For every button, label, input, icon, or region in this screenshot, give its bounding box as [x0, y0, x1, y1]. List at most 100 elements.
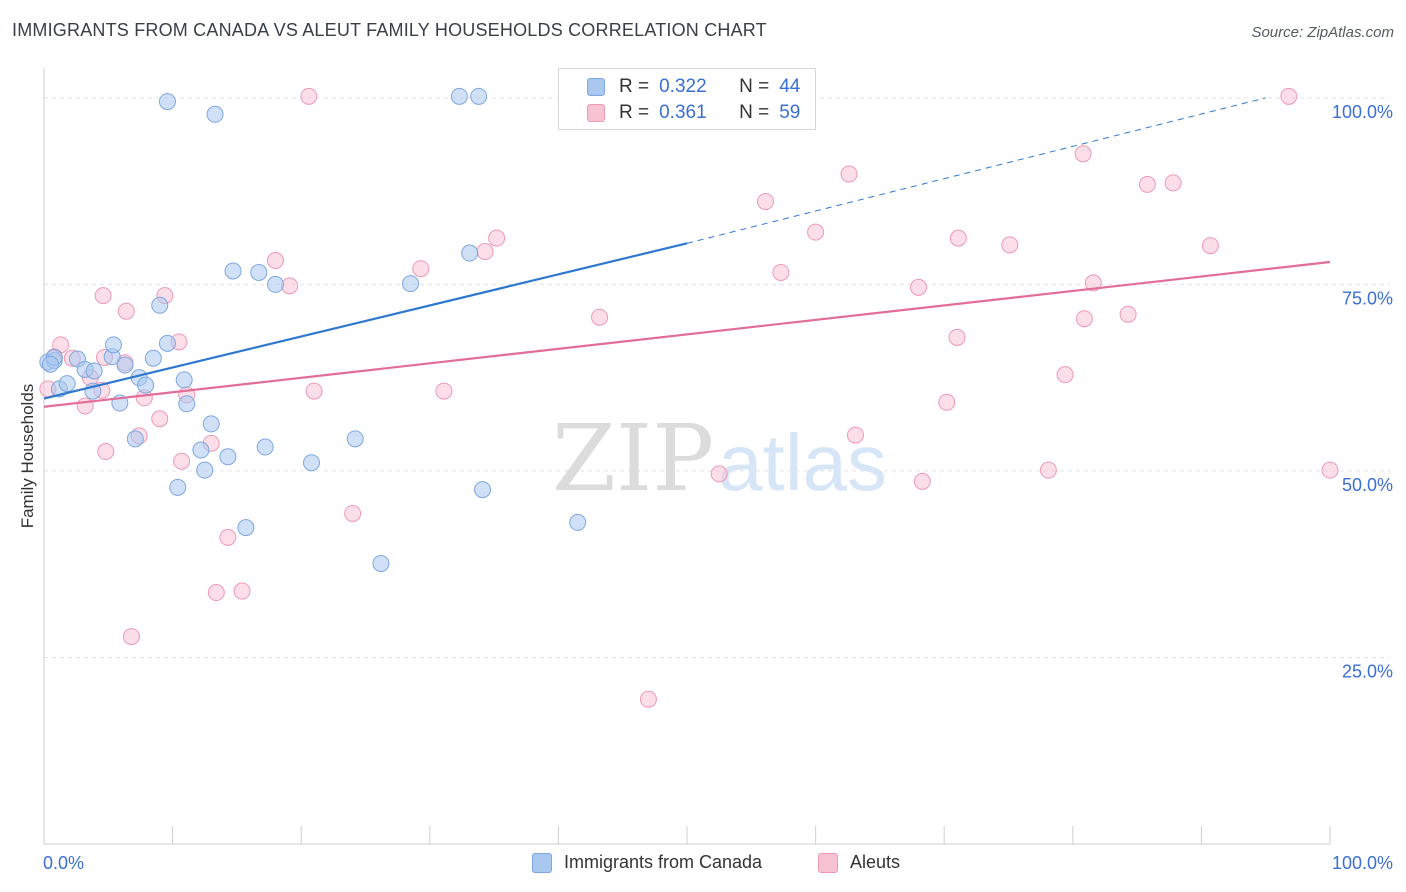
bottom-legend-canada: Immigrants from Canada	[532, 852, 762, 873]
canada-point	[256, 438, 274, 456]
aleuts-point	[1321, 461, 1339, 479]
aleuts-point	[97, 443, 115, 461]
aleuts-point	[772, 263, 790, 281]
legend-n-value-aleuts: 59	[779, 102, 801, 123]
aleuts-point	[846, 426, 864, 444]
canada-point	[224, 262, 242, 280]
legend-row-canada: R = 0.322 N = 44	[587, 75, 800, 99]
legend-n-value-canada: 44	[779, 76, 801, 97]
aleuts-point	[281, 277, 299, 295]
canada-point	[450, 87, 468, 105]
aleuts-point	[122, 628, 140, 646]
watermark-zip: ZIP	[552, 405, 714, 512]
canada-point	[346, 430, 364, 448]
aleuts-point	[266, 252, 284, 270]
canada-points	[39, 87, 661, 572]
aleuts-point	[219, 528, 237, 546]
legend-r-label: R =	[619, 76, 650, 97]
aleuts-point	[1074, 145, 1092, 163]
y-axis-label: Family Households	[18, 383, 37, 529]
aleuts-point	[756, 193, 774, 211]
aleuts-point	[1001, 236, 1019, 254]
correlation-legend: R = 0.322 N = 44 R = 0.361 N = 59	[558, 68, 816, 130]
aleuts-points	[39, 87, 1339, 708]
canada-point	[470, 87, 488, 105]
aleuts-point	[1075, 310, 1093, 328]
aleuts-point	[173, 452, 191, 470]
aleuts-point	[435, 382, 453, 400]
aleuts-point	[1280, 87, 1298, 105]
aleuts-point	[1039, 461, 1057, 479]
x-tick-label-end: 100.0%	[1332, 853, 1393, 873]
aleuts-point	[710, 465, 728, 483]
aleuts-point	[938, 393, 956, 411]
bottom-legend-label-canada: Immigrants from Canada	[564, 852, 763, 872]
aleuts-point	[151, 410, 169, 428]
legend-row-aleuts: R = 0.361 N = 59	[587, 101, 800, 125]
canada-point	[41, 355, 59, 373]
bottom-legend-swatch-canada	[532, 852, 552, 873]
aleuts-trend-line	[43, 260, 1331, 408]
bottom-legend-label-aleuts: Aleuts	[850, 852, 901, 872]
canada-point	[237, 519, 255, 537]
canada-point	[461, 244, 479, 262]
canada-point	[178, 395, 196, 413]
aleuts-point	[909, 278, 927, 296]
canada-point	[175, 371, 193, 389]
bottom-legend-aleuts: Aleuts	[818, 852, 900, 873]
canada-point	[206, 105, 224, 123]
canada-point	[116, 356, 134, 374]
aleuts-point	[840, 165, 858, 183]
legend-swatch-canada	[587, 78, 605, 96]
canada-point	[104, 336, 122, 354]
canada-point	[58, 375, 76, 393]
canada-point	[158, 93, 176, 111]
aleuts-point	[949, 229, 967, 247]
legend-n-label: N =	[739, 102, 770, 123]
y-tick-label: 75.0%	[1342, 288, 1393, 308]
canada-point	[202, 415, 220, 433]
canada-point	[474, 481, 492, 499]
aleuts-point	[476, 243, 494, 261]
canada-point	[192, 441, 210, 459]
canada-point	[85, 362, 103, 380]
aleuts-point	[207, 584, 225, 602]
aleuts-point	[488, 229, 506, 247]
aleuts-point	[300, 87, 318, 105]
tick-labels: 25.0% 50.0% 75.0% 100.0% 0.0% 100.0%	[43, 102, 1393, 873]
canada-point	[144, 349, 162, 367]
legend-r-label: R =	[619, 102, 650, 123]
canada-point	[372, 554, 390, 572]
y-tick-label: 50.0%	[1342, 475, 1393, 495]
gridlines	[44, 97, 1390, 658]
trend-lines	[43, 97, 1331, 408]
aleuts-point	[117, 302, 135, 320]
aleuts-point	[913, 472, 931, 490]
canada-point	[158, 334, 176, 352]
canada-point	[266, 275, 284, 293]
canada-point	[219, 448, 237, 466]
canada-point	[302, 454, 320, 472]
aleuts-point	[948, 328, 966, 346]
aleuts-point	[1164, 174, 1182, 192]
axes	[43, 68, 1331, 845]
source-credit: Source: ZipAtlas.com	[1251, 24, 1394, 41]
canada-trend-extension	[686, 97, 1266, 244]
y-tick-label: 100.0%	[1332, 102, 1393, 122]
legend-swatch-aleuts	[587, 104, 605, 122]
aleuts-point	[94, 287, 112, 305]
aleuts-point	[1201, 237, 1219, 255]
canada-point	[569, 513, 587, 531]
canada-point	[126, 430, 144, 448]
bottom-legend-swatch-aleuts	[818, 852, 838, 873]
watermark: ZIP atlas	[552, 405, 887, 512]
legend-n-label: N =	[739, 76, 770, 97]
aleuts-point	[639, 690, 657, 708]
aleuts-point	[591, 308, 609, 326]
aleuts-point	[1138, 175, 1156, 193]
aleuts-point	[1119, 305, 1137, 323]
legend-r-value-canada: 0.322	[659, 76, 707, 97]
legend-r-value-aleuts: 0.361	[659, 102, 707, 123]
chart-title: IMMIGRANTS FROM CANADA VS ALEUT FAMILY H…	[12, 20, 767, 40]
